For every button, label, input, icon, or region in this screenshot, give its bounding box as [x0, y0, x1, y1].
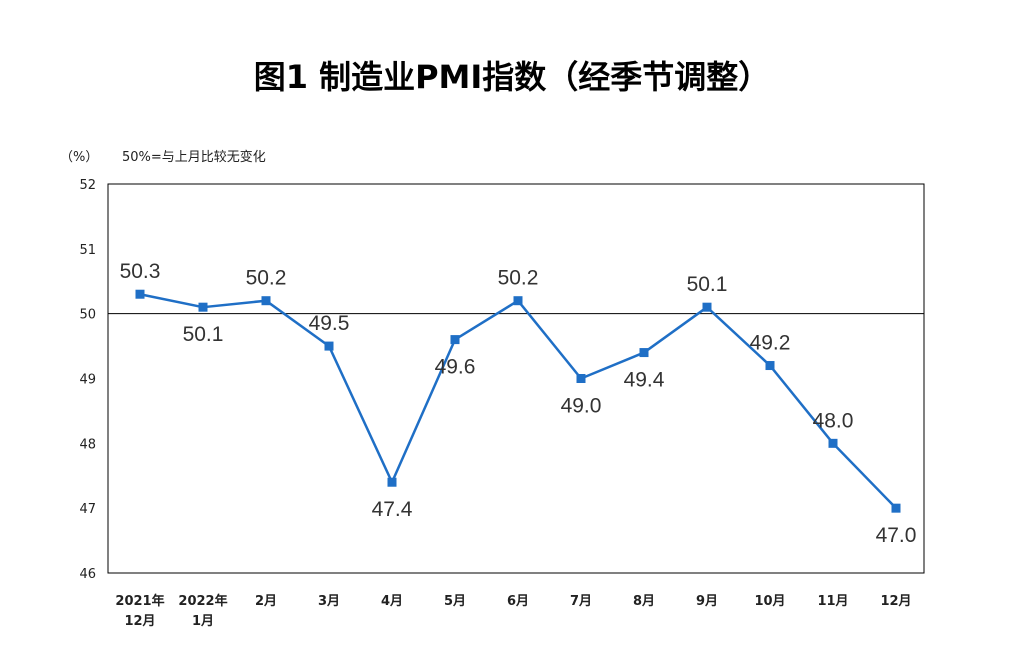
data-point: [261, 296, 271, 306]
y-tick-label: 50: [79, 308, 96, 323]
data-label: 50.1: [183, 323, 224, 346]
data-label: 49.0: [561, 395, 602, 418]
x-tick-label: 3月: [318, 594, 340, 609]
x-tick-label: 6月: [507, 594, 529, 609]
plot-area: [107, 183, 925, 574]
x-tick-label: 9月: [696, 594, 718, 609]
data-point: [198, 302, 208, 312]
y-tick-label: 52: [79, 178, 96, 193]
y-tick-label: 47: [79, 502, 96, 517]
x-tick-label: 2021年 12月: [115, 593, 164, 629]
x-tick-label: 12月: [880, 594, 911, 609]
data-label: 49.2: [750, 332, 791, 355]
y-tick-label: 46: [79, 567, 96, 582]
data-label: 47.0: [876, 524, 917, 547]
data-point: [450, 335, 460, 345]
data-point: [387, 477, 397, 487]
x-tick-label: 11月: [817, 594, 848, 609]
x-tick-label: 5月: [444, 594, 466, 609]
data-point: [891, 503, 901, 513]
data-point: [702, 302, 712, 312]
data-point: [135, 289, 145, 299]
x-tick-label: 8月: [633, 594, 655, 609]
data-label: 49.5: [309, 312, 350, 335]
x-tick-label: 2月: [255, 594, 277, 609]
data-label: 50.2: [246, 267, 287, 290]
x-tick-label: 10月: [754, 594, 785, 609]
data-point: [576, 374, 586, 383]
data-point: [639, 348, 649, 358]
chart-title: 图1 制造业PMI指数（经季节调整）: [253, 58, 771, 96]
y-tick-label: 48: [79, 437, 96, 452]
x-tick-label: 7月: [570, 594, 592, 609]
data-point: [324, 341, 334, 351]
data-label: 49.6: [435, 356, 476, 379]
y-unit-label: （%）: [60, 150, 99, 165]
data-label: 50.2: [498, 267, 539, 290]
data-label: 50.1: [687, 273, 728, 296]
data-label: 49.4: [624, 369, 665, 392]
y-tick-label: 51: [79, 243, 96, 258]
data-label: 48.0: [813, 409, 854, 432]
data-label: 50.3: [120, 260, 161, 283]
reference-line-note: 50%=与上月比较无变化: [122, 150, 266, 165]
data-label: 47.4: [372, 498, 413, 521]
data-point: [765, 361, 775, 371]
y-tick-label: 49: [79, 373, 96, 388]
data-point: [513, 296, 523, 306]
x-tick-label: 4月: [381, 594, 403, 609]
data-point: [828, 438, 838, 448]
x-tick-label: 2022年 1月: [178, 593, 227, 629]
